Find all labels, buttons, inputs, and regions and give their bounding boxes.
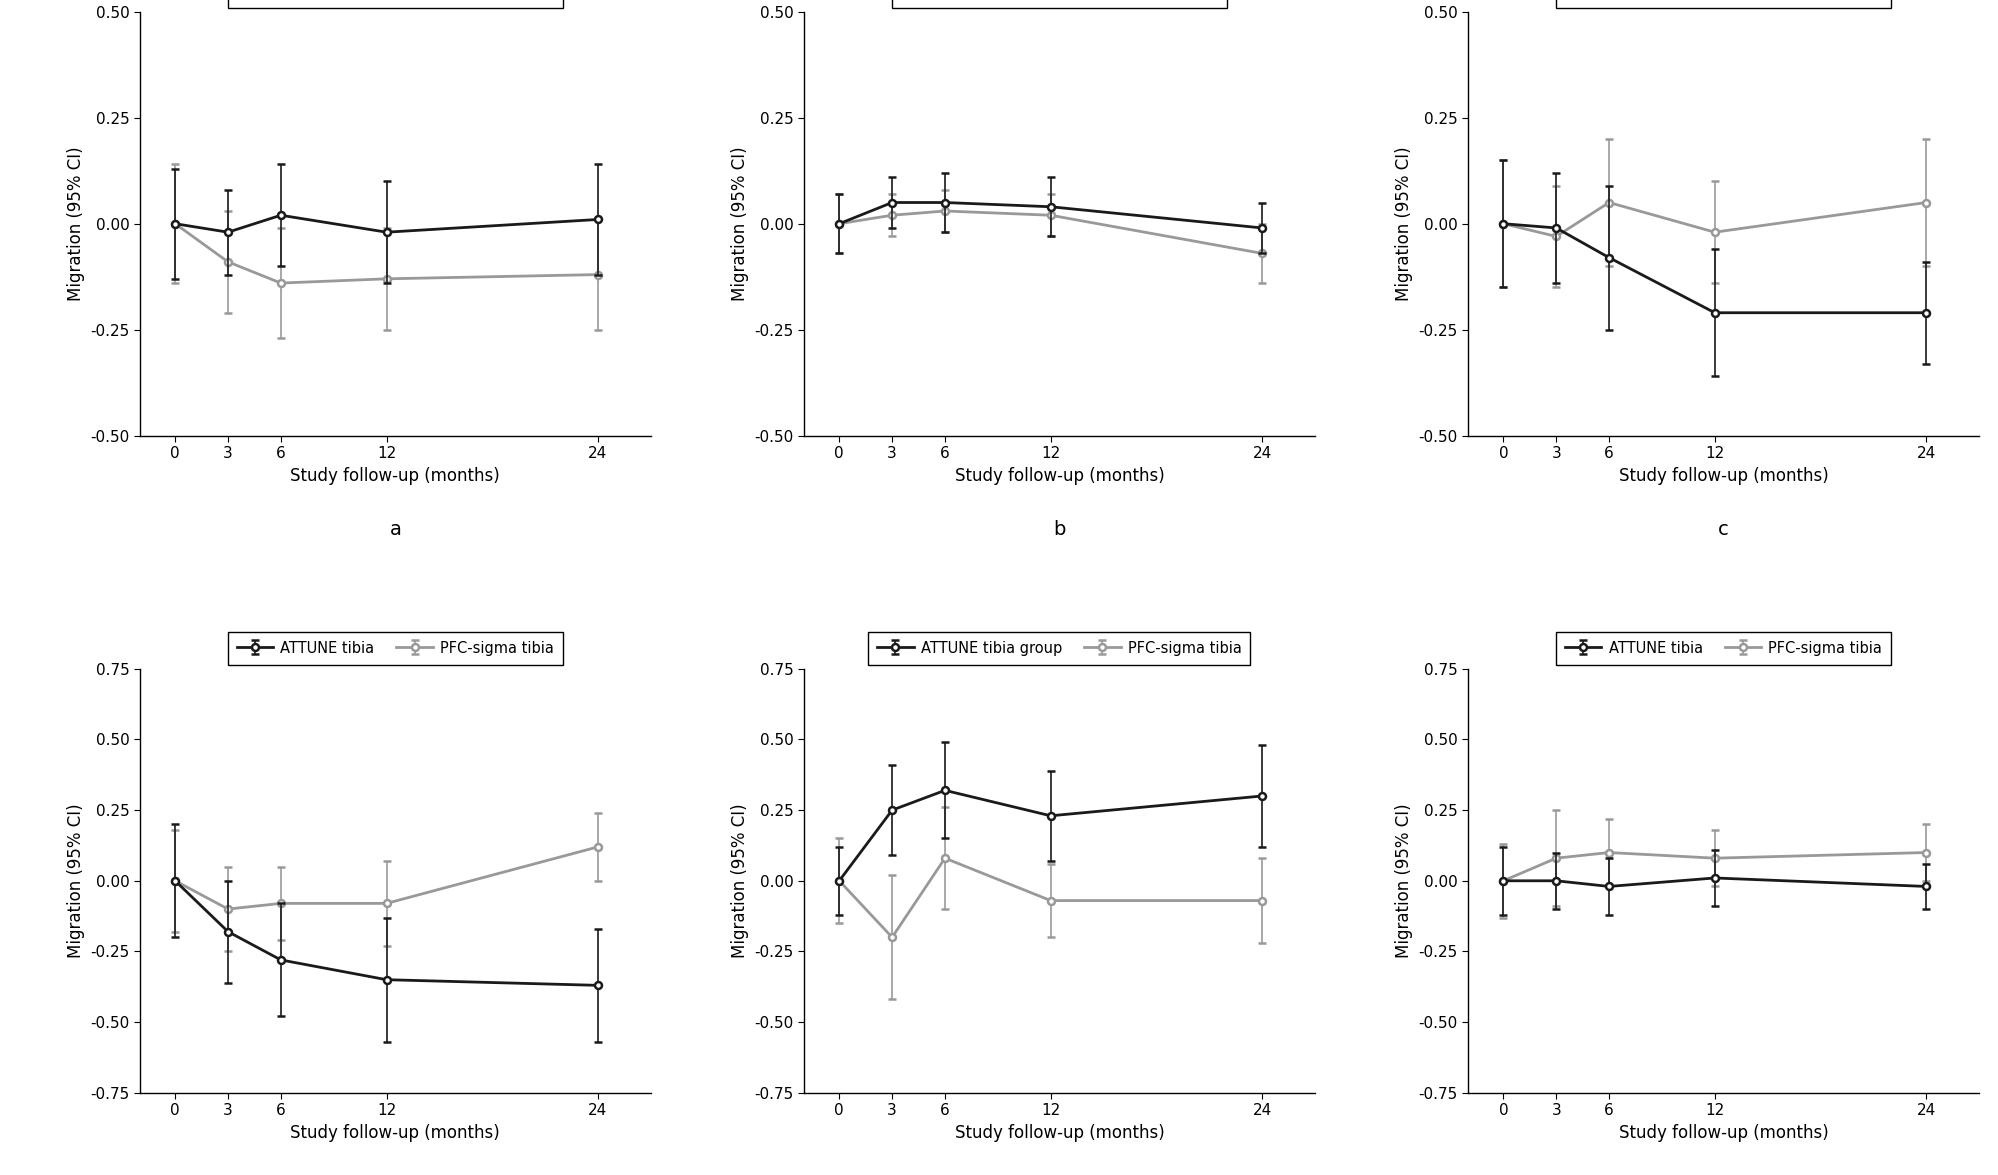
Y-axis label: Migration (95% CI): Migration (95% CI) <box>1395 804 1413 958</box>
X-axis label: Study follow-up (months): Study follow-up (months) <box>1618 1123 1828 1142</box>
Legend: ATTUNE tibia, PFC-sigma tibia: ATTUNE tibia, PFC-sigma tibia <box>228 0 563 7</box>
Y-axis label: Migration (95% CI): Migration (95% CI) <box>66 147 84 301</box>
Text: b: b <box>1053 521 1065 539</box>
Legend: ATTUNE tibia, PFC-sigma tibia: ATTUNE tibia, PFC-sigma tibia <box>228 632 563 665</box>
X-axis label: Study follow-up (months): Study follow-up (months) <box>290 1123 500 1142</box>
Legend: ATTUNE tibia, PFC-sigma tibia: ATTUNE tibia, PFC-sigma tibia <box>891 0 1227 7</box>
Y-axis label: Migration (95% CI): Migration (95% CI) <box>731 147 749 301</box>
Y-axis label: Migration (95% CI): Migration (95% CI) <box>1395 147 1413 301</box>
Legend: ATTUNE tibia, PFC-sigma tibia: ATTUNE tibia, PFC-sigma tibia <box>1554 632 1890 665</box>
X-axis label: Study follow-up (months): Study follow-up (months) <box>955 1123 1163 1142</box>
X-axis label: Study follow-up (months): Study follow-up (months) <box>955 466 1163 484</box>
Text: a: a <box>390 521 402 539</box>
Legend: ATTUNE tibia, PFC-sigma tibia: ATTUNE tibia, PFC-sigma tibia <box>1554 0 1890 7</box>
X-axis label: Study follow-up (months): Study follow-up (months) <box>1618 466 1828 484</box>
X-axis label: Study follow-up (months): Study follow-up (months) <box>290 466 500 484</box>
Y-axis label: Migration (95% CI): Migration (95% CI) <box>66 804 84 958</box>
Text: c: c <box>1718 521 1728 539</box>
Legend: ATTUNE tibia group, PFC-sigma tibia: ATTUNE tibia group, PFC-sigma tibia <box>867 632 1251 665</box>
Y-axis label: Migration (95% CI): Migration (95% CI) <box>731 804 749 958</box>
